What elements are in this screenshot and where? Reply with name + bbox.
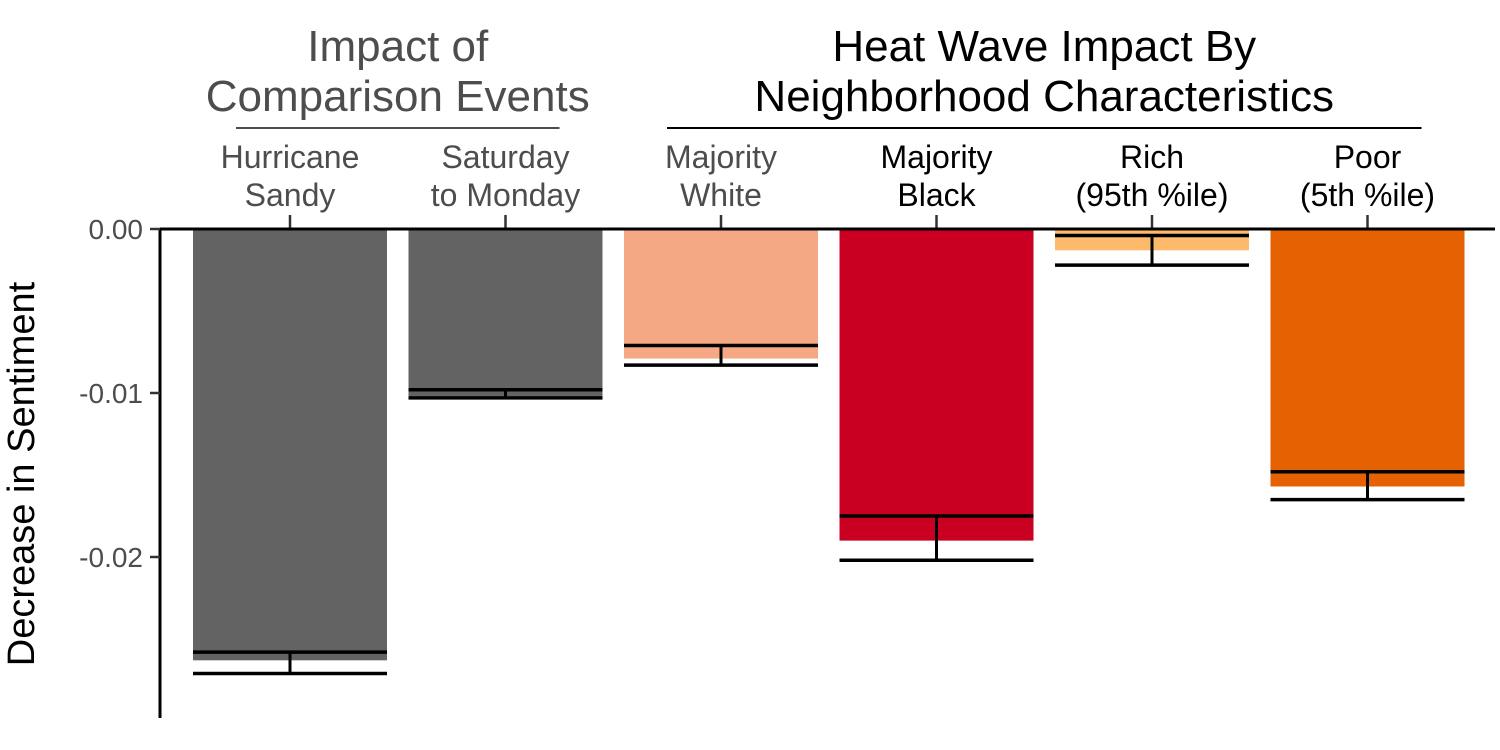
category-label-line: Majority bbox=[880, 139, 992, 175]
category-label-4: Rich (95th %ile) bbox=[1076, 139, 1229, 213]
group-title-line: Comparison Events bbox=[206, 72, 590, 121]
bar-3 bbox=[839, 229, 1034, 541]
y-tick-label-2: -0.02 bbox=[79, 542, 143, 573]
category-label-1: Saturday to Monday bbox=[431, 139, 580, 213]
group-title-0: Impact of Comparison Events bbox=[206, 22, 590, 121]
error-bar-0 bbox=[193, 650, 387, 676]
category-label-0: Hurricane Sandy bbox=[221, 139, 360, 213]
error-bar-1 bbox=[408, 387, 603, 400]
bar-1 bbox=[408, 229, 603, 397]
group-title-line: Heat Wave Impact By bbox=[832, 22, 1256, 71]
error-bar-2 bbox=[624, 343, 818, 367]
category-label-line: Saturday bbox=[441, 139, 569, 175]
category-label-line: Rich bbox=[1120, 139, 1184, 175]
bar-5 bbox=[1270, 229, 1465, 487]
bar-2 bbox=[624, 229, 818, 359]
category-label-5: Poor (5th %ile) bbox=[1300, 139, 1435, 213]
category-label-line: Hurricane bbox=[221, 139, 360, 175]
error-bar-5 bbox=[1270, 469, 1465, 502]
group-title-line: Neighborhood Characteristics bbox=[754, 72, 1334, 121]
category-label-line: (95th %ile) bbox=[1076, 177, 1229, 213]
category-label-line: Black bbox=[897, 177, 976, 213]
error-bar-4 bbox=[1055, 233, 1249, 267]
category-label-line: (5th %ile) bbox=[1300, 177, 1435, 213]
category-label-2: Majority White bbox=[665, 139, 777, 213]
y-tick-label-0: 0.00 bbox=[89, 214, 144, 245]
category-label-line: Sandy bbox=[245, 177, 336, 213]
category-label-line: Poor bbox=[1334, 139, 1402, 175]
bar-0 bbox=[193, 229, 387, 661]
y-axis-title: Decrease in Sentiment bbox=[1, 281, 43, 666]
category-label-line: to Monday bbox=[431, 177, 580, 213]
bars-layer bbox=[193, 229, 1465, 676]
axes-layer bbox=[150, 127, 1495, 718]
y-tick-label-1: -0.01 bbox=[79, 378, 143, 409]
group-title-line: Impact of bbox=[307, 22, 489, 71]
error-bar-3 bbox=[839, 514, 1034, 563]
category-label-line: Majority bbox=[665, 139, 777, 175]
group-title-1: Heat Wave Impact By Neighborhood Characte… bbox=[754, 22, 1334, 121]
category-label-3: Majority Black bbox=[880, 139, 992, 213]
category-label-line: White bbox=[680, 177, 762, 213]
